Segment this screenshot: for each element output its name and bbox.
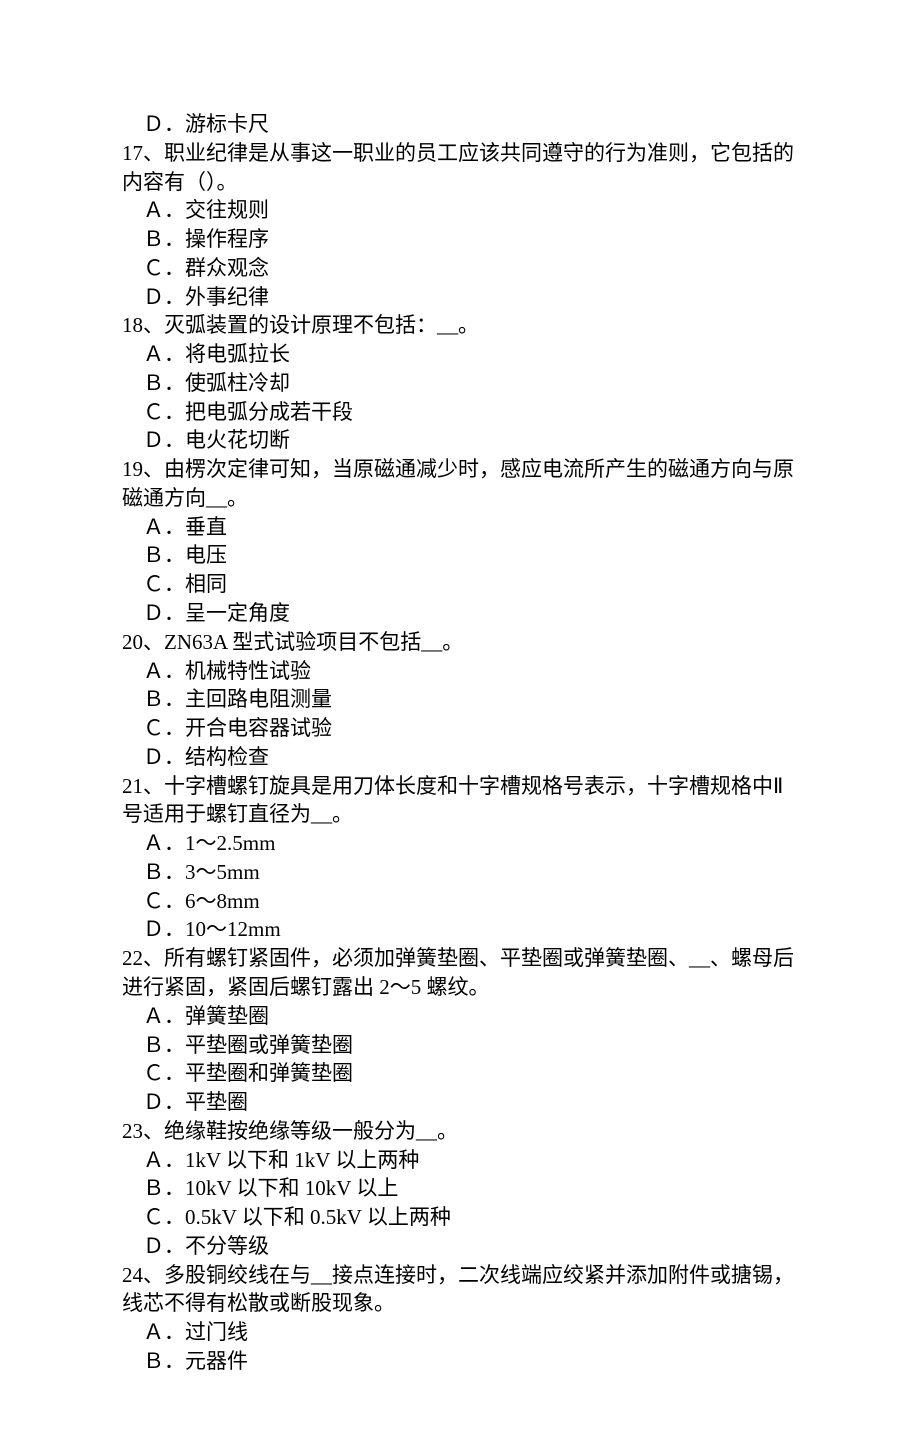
q23-option-b: Ｂ．10kV 以下和 10kV 以上 <box>122 1174 800 1203</box>
q23-option-a: Ａ．1kV 以下和 1kV 以上两种 <box>122 1146 800 1175</box>
q24-option-a: Ａ．过门线 <box>122 1318 800 1347</box>
q16-option-d: Ｄ．游标卡尺 <box>122 110 800 139</box>
q20-option-a: Ａ．机械特性试验 <box>122 657 800 686</box>
q17-option-d: Ｄ．外事纪律 <box>122 283 800 312</box>
q22-option-d: Ｄ．平垫圈 <box>122 1088 800 1117</box>
q17-option-b: Ｂ．操作程序 <box>122 225 800 254</box>
q18-option-c: Ｃ．把电弧分成若干段 <box>122 398 800 427</box>
q19-option-c: Ｃ．相同 <box>122 570 800 599</box>
q21-stem: 21、十字槽螺钉旋具是用刀体长度和十字槽规格号表示，十字槽规格中Ⅱ号适用于螺钉直… <box>122 772 800 830</box>
q22-option-c: Ｃ．平垫圈和弹簧垫圈 <box>122 1059 800 1088</box>
q18-stem: 18、灭弧装置的设计原理不包括：__。 <box>122 311 800 340</box>
q20-option-b: Ｂ．主回路电阻测量 <box>122 685 800 714</box>
q22-option-b: Ｂ．平垫圈或弹簧垫圈 <box>122 1031 800 1060</box>
q23-stem: 23、绝缘鞋按绝缘等级一般分为__。 <box>122 1117 800 1146</box>
q17-option-c: Ｃ．群众观念 <box>122 254 800 283</box>
q18-option-b: Ｂ．使弧柱冷却 <box>122 369 800 398</box>
q20-option-d: Ｄ．结构检查 <box>122 743 800 772</box>
q17-stem: 17、职业纪律是从事这一职业的员工应该共同遵守的行为准则，它包括的内容有（）。 <box>122 139 800 197</box>
q20-option-c: Ｃ．开合电容器试验 <box>122 714 800 743</box>
q24-stem: 24、多股铜绞线在与__接点连接时，二次线端应绞紧并添加附件或搪锡，线芯不得有松… <box>122 1261 800 1319</box>
q19-option-d: Ｄ．呈一定角度 <box>122 599 800 628</box>
q23-option-c: Ｃ．0.5kV 以下和 0.5kV 以上两种 <box>122 1203 800 1232</box>
q17-option-a: Ａ．交往规则 <box>122 196 800 225</box>
q18-option-a: Ａ．将电弧拉长 <box>122 340 800 369</box>
q24-option-b: Ｂ．元器件 <box>122 1347 800 1376</box>
q21-option-b: Ｂ．3～5mm <box>122 858 800 887</box>
q22-option-a: Ａ．弹簧垫圈 <box>122 1002 800 1031</box>
q20-stem: 20、ZN63A 型式试验项目不包括__。 <box>122 628 800 657</box>
q22-stem: 22、所有螺钉紧固件，必须加弹簧垫圈、平垫圈或弹簧垫圈、__、螺母后进行紧固，紧… <box>122 944 800 1002</box>
q19-option-a: Ａ．垂直 <box>122 513 800 542</box>
q21-option-d: Ｄ．10～12mm <box>122 915 800 944</box>
q19-stem: 19、由楞次定律可知，当原磁通减少时，感应电流所产生的磁通方向与原磁通方向__。 <box>122 455 800 513</box>
q21-option-c: Ｃ．6～8mm <box>122 887 800 916</box>
q18-option-d: Ｄ．电火花切断 <box>122 426 800 455</box>
q23-option-d: Ｄ．不分等级 <box>122 1232 800 1261</box>
q21-option-a: Ａ．1～2.5mm <box>122 829 800 858</box>
q19-option-b: Ｂ．电压 <box>122 541 800 570</box>
